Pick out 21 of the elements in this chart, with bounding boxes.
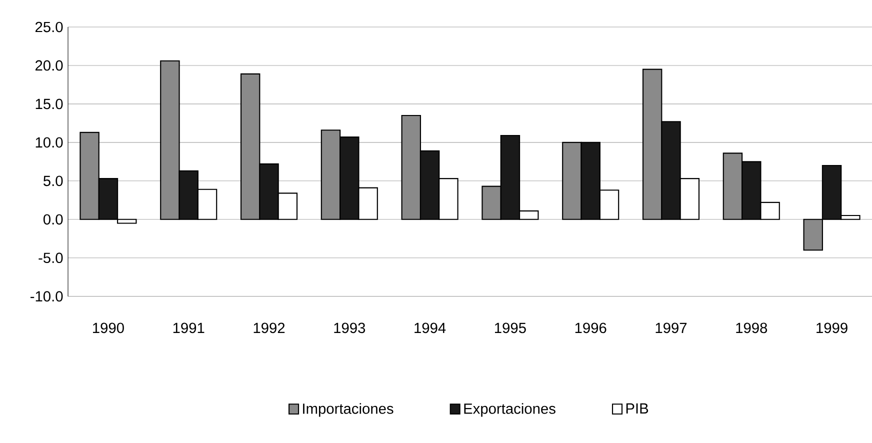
x-tick-label: 1999 — [816, 322, 848, 334]
x-tick-label: 1994 — [414, 322, 446, 334]
legend-label: PIB — [626, 403, 648, 414]
x-tick-label: 1998 — [736, 322, 768, 334]
x-tick-label: 1992 — [254, 322, 285, 334]
y-tick-label: 5.0 — [44, 176, 63, 186]
y-tick-label: 0.0 — [43, 214, 63, 225]
x-tick-label: 1990 — [93, 322, 124, 334]
x-tick-label: 1995 — [494, 322, 526, 334]
x-tick-label: 1996 — [575, 322, 606, 334]
y-tick-label: -10.0 — [30, 291, 63, 302]
y-tick-label: -5.0 — [38, 252, 63, 264]
legend-label: Exportaciones — [464, 403, 556, 417]
y-tick-label: 15.0 — [36, 98, 63, 110]
y-tick-label: 20.0 — [35, 60, 63, 71]
x-tick-label: 1993 — [334, 322, 366, 334]
y-tick-label: 25.0 — [35, 22, 63, 32]
y-tick-label: 10.0 — [36, 137, 63, 148]
x-tick-label: 1991 — [173, 322, 204, 334]
x-tick-label: 1997 — [656, 322, 687, 334]
legend-label: Importaciones — [303, 403, 394, 417]
